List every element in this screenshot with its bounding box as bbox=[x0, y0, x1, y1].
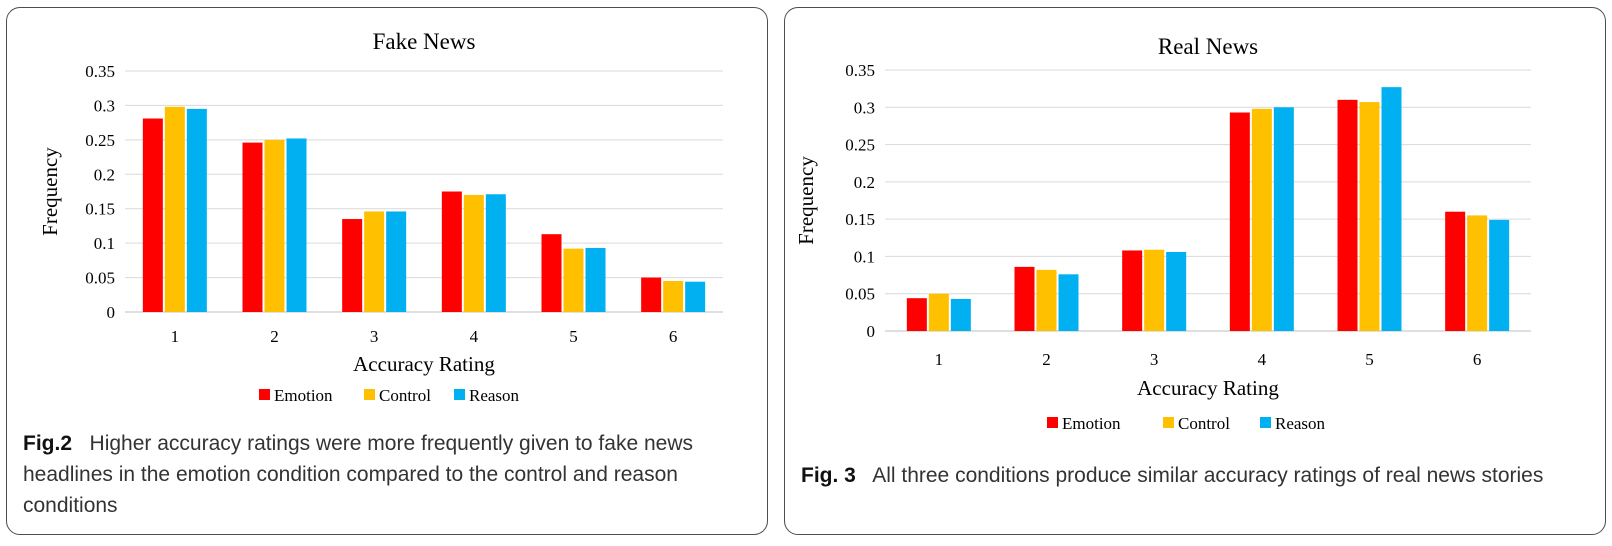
figure-panel-fake-news: Fake News 0 0.05 0.1 0.15 0.2 0.25 0.3 0.35 1 2 3 4 5… bbox=[6, 7, 768, 535]
bar-control-2 bbox=[1036, 269, 1057, 331]
y-tick-label: 0.35 bbox=[85, 62, 115, 81]
bar-reason-5 bbox=[585, 247, 606, 312]
y-tick-label: 0.2 bbox=[94, 165, 115, 184]
legend-label-emotion: Emotion bbox=[274, 386, 333, 405]
bar-reason-3 bbox=[386, 211, 407, 312]
bar-reason-4 bbox=[1273, 107, 1294, 332]
figure-panel-real-news: Real News 0 0.05 0.1 0.15 0.2 0.25 0.3 0.35 1 2 3 4 5… bbox=[784, 7, 1606, 535]
bar-emotion-3 bbox=[342, 219, 363, 312]
x-tick-label: 5 bbox=[1365, 350, 1374, 369]
bar-emotion-5 bbox=[541, 234, 562, 312]
y-axis-label: Frequency bbox=[38, 147, 62, 236]
y-tick-label: 0.35 bbox=[845, 61, 875, 80]
y-tick-label: 0.05 bbox=[85, 269, 115, 288]
bar-emotion-2 bbox=[1014, 266, 1035, 331]
caption-text: Higher accuracy ratings were more freque… bbox=[23, 432, 693, 517]
caption-label: Fig.2 bbox=[23, 432, 73, 455]
bar-control-4 bbox=[463, 194, 484, 312]
y-tick-label: 0.15 bbox=[845, 210, 875, 229]
bar-control-5 bbox=[563, 248, 584, 312]
legend-swatch-control bbox=[1163, 417, 1174, 428]
caption-label: Fig. 3 bbox=[801, 464, 856, 487]
legend-swatch-emotion bbox=[1047, 417, 1058, 428]
y-tick-label: 0.15 bbox=[85, 200, 115, 219]
legend-label-emotion: Emotion bbox=[1062, 414, 1121, 433]
y-tick-label: 0.25 bbox=[85, 131, 115, 150]
legend-swatch-control bbox=[364, 389, 375, 400]
bar-control-6 bbox=[663, 281, 684, 312]
bar-reason-2 bbox=[1058, 274, 1079, 331]
legend-swatch-reason bbox=[454, 389, 465, 400]
bar-reason-1 bbox=[186, 108, 207, 312]
bar-emotion-1 bbox=[142, 118, 163, 312]
x-tick-label: 4 bbox=[470, 327, 479, 346]
bar-reason-1 bbox=[950, 298, 971, 331]
legend-swatch-emotion bbox=[259, 389, 270, 400]
bar-reason-6 bbox=[685, 281, 706, 312]
legend-label-control: Control bbox=[379, 386, 431, 405]
x-axis-label: Accuracy Rating bbox=[1137, 376, 1279, 400]
bar-control-1 bbox=[164, 106, 185, 312]
bar-control-2 bbox=[264, 139, 285, 312]
bar-control-1 bbox=[928, 293, 949, 331]
bar-reason-4 bbox=[485, 194, 506, 312]
bar-control-4 bbox=[1251, 108, 1272, 331]
x-tick-label: 1 bbox=[935, 350, 944, 369]
chart-real-news: Real News 0 0.05 0.1 0.15 0.2 0.25 0.3 0.35 1 2 3 4 5… bbox=[794, 34, 1531, 433]
y-tick-label: 0.05 bbox=[845, 285, 875, 304]
x-tick-label: 5 bbox=[569, 327, 578, 346]
y-tick-label: 0.3 bbox=[94, 96, 115, 115]
bar-reason-2 bbox=[286, 138, 307, 312]
y-tick-label: 0 bbox=[107, 303, 116, 322]
caption-text: All three conditions produce similar acc… bbox=[872, 464, 1544, 487]
legend-label-control: Control bbox=[1178, 414, 1230, 433]
bar-emotion-6 bbox=[1445, 211, 1466, 331]
bar-emotion-4 bbox=[441, 191, 462, 312]
x-axis-label: Accuracy Rating bbox=[353, 352, 495, 376]
bar-reason-5 bbox=[1381, 87, 1402, 331]
bar-emotion-5 bbox=[1337, 99, 1358, 331]
x-tick-label: 3 bbox=[1150, 350, 1159, 369]
bar-reason-3 bbox=[1166, 251, 1187, 331]
chart-title: Real News bbox=[1158, 34, 1258, 59]
x-tick-label: 4 bbox=[1258, 350, 1267, 369]
legend-swatch-reason bbox=[1260, 417, 1271, 428]
legend: Emotion Control Reason bbox=[259, 386, 520, 405]
bar-emotion-3 bbox=[1122, 250, 1143, 331]
bar-control-5 bbox=[1359, 102, 1380, 332]
x-tick-label: 3 bbox=[370, 327, 379, 346]
bar-reason-6 bbox=[1489, 219, 1510, 331]
y-axis-label: Frequency bbox=[794, 156, 818, 245]
chart-fake-news: Fake News 0 0.05 0.1 0.15 0.2 0.25 0.3 0.35 1 2 3 4 5… bbox=[38, 29, 723, 405]
y-tick-label: 0.1 bbox=[854, 247, 875, 266]
y-tick-label: 0.25 bbox=[845, 136, 875, 155]
bar-emotion-6 bbox=[641, 277, 662, 312]
x-tick-label: 6 bbox=[669, 327, 678, 346]
bar-control-3 bbox=[364, 211, 385, 312]
y-tick-label: 0.3 bbox=[854, 98, 875, 117]
chart-title: Fake News bbox=[373, 29, 476, 54]
bar-emotion-1 bbox=[906, 298, 927, 331]
figure-caption: Fig.2 Higher accuracy ratings were more … bbox=[23, 428, 763, 521]
legend: Emotion Control Reason bbox=[1047, 414, 1326, 433]
bar-control-6 bbox=[1467, 215, 1488, 331]
x-tick-label: 2 bbox=[270, 327, 279, 346]
bar-emotion-4 bbox=[1229, 112, 1250, 332]
y-tick-label: 0 bbox=[867, 322, 876, 341]
y-tick-label: 0.1 bbox=[94, 234, 115, 253]
x-tick-label: 6 bbox=[1473, 350, 1482, 369]
legend-label-reason: Reason bbox=[1275, 414, 1326, 433]
bar-emotion-2 bbox=[242, 142, 263, 312]
bar-control-3 bbox=[1144, 249, 1165, 331]
x-tick-label: 2 bbox=[1042, 350, 1051, 369]
figure-caption: Fig. 3 All three conditions produce simi… bbox=[801, 460, 1591, 491]
y-tick-label: 0.2 bbox=[854, 173, 875, 192]
legend-label-reason: Reason bbox=[469, 386, 520, 405]
x-tick-label: 1 bbox=[171, 327, 180, 346]
